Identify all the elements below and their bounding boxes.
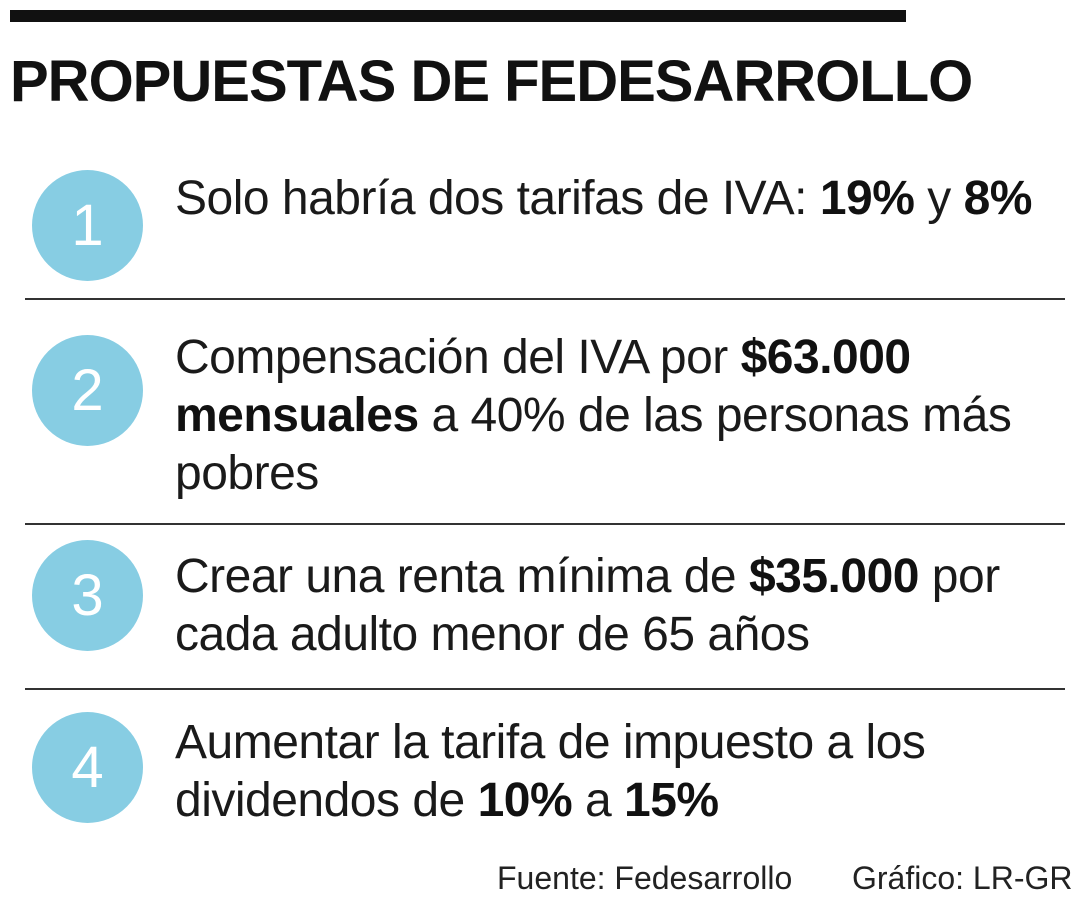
divider [25,298,1065,300]
text-highlight: $63.000 mensuales [175,331,911,442]
graphic-credit: Gráfico: LR-GR [852,860,1073,896]
proposal-text: Compensación del IVA por $63.000 mensual… [175,329,1045,503]
divider [25,523,1065,525]
text-highlight: 8% [963,172,1033,225]
text-segment: Aumentar la tarifa de impuesto a los div… [175,716,926,827]
divider [25,688,1065,690]
text-highlight: 15% [624,774,719,827]
proposal-text: Aumentar la tarifa de impuesto a los div… [175,714,1045,830]
text-segment: Crear una renta mínima de [175,550,749,603]
text-segment: Compensación del IVA por [175,331,741,384]
proposal-text: Crear una renta mínima de $35.000 por ca… [175,548,1045,664]
text-segment: Solo habría dos tarifas de IVA: [175,172,820,225]
number-badge: 3 [32,540,143,651]
number-badge: 4 [32,712,143,823]
top-rule [10,10,906,22]
text-highlight: 10% [477,774,573,827]
text-segment: a 40% de las personas más pobres [175,389,1012,500]
page-title: PROPUESTAS DE FEDESARROLLO [10,49,973,114]
text-segment: y [914,172,964,225]
proposal-text: Solo habría dos tarifas de IVA: 19% y 8% [175,170,1045,228]
number-badge: 2 [32,335,143,446]
text-highlight: 19% [819,172,915,225]
source-note: Fuente: Fedesarrollo [497,860,793,896]
number-badge: 1 [32,170,143,281]
text-segment: a [572,774,625,827]
text-segment: por cada adulto menor de 65 años [175,550,1000,661]
text-highlight: $35.000 [748,550,920,603]
